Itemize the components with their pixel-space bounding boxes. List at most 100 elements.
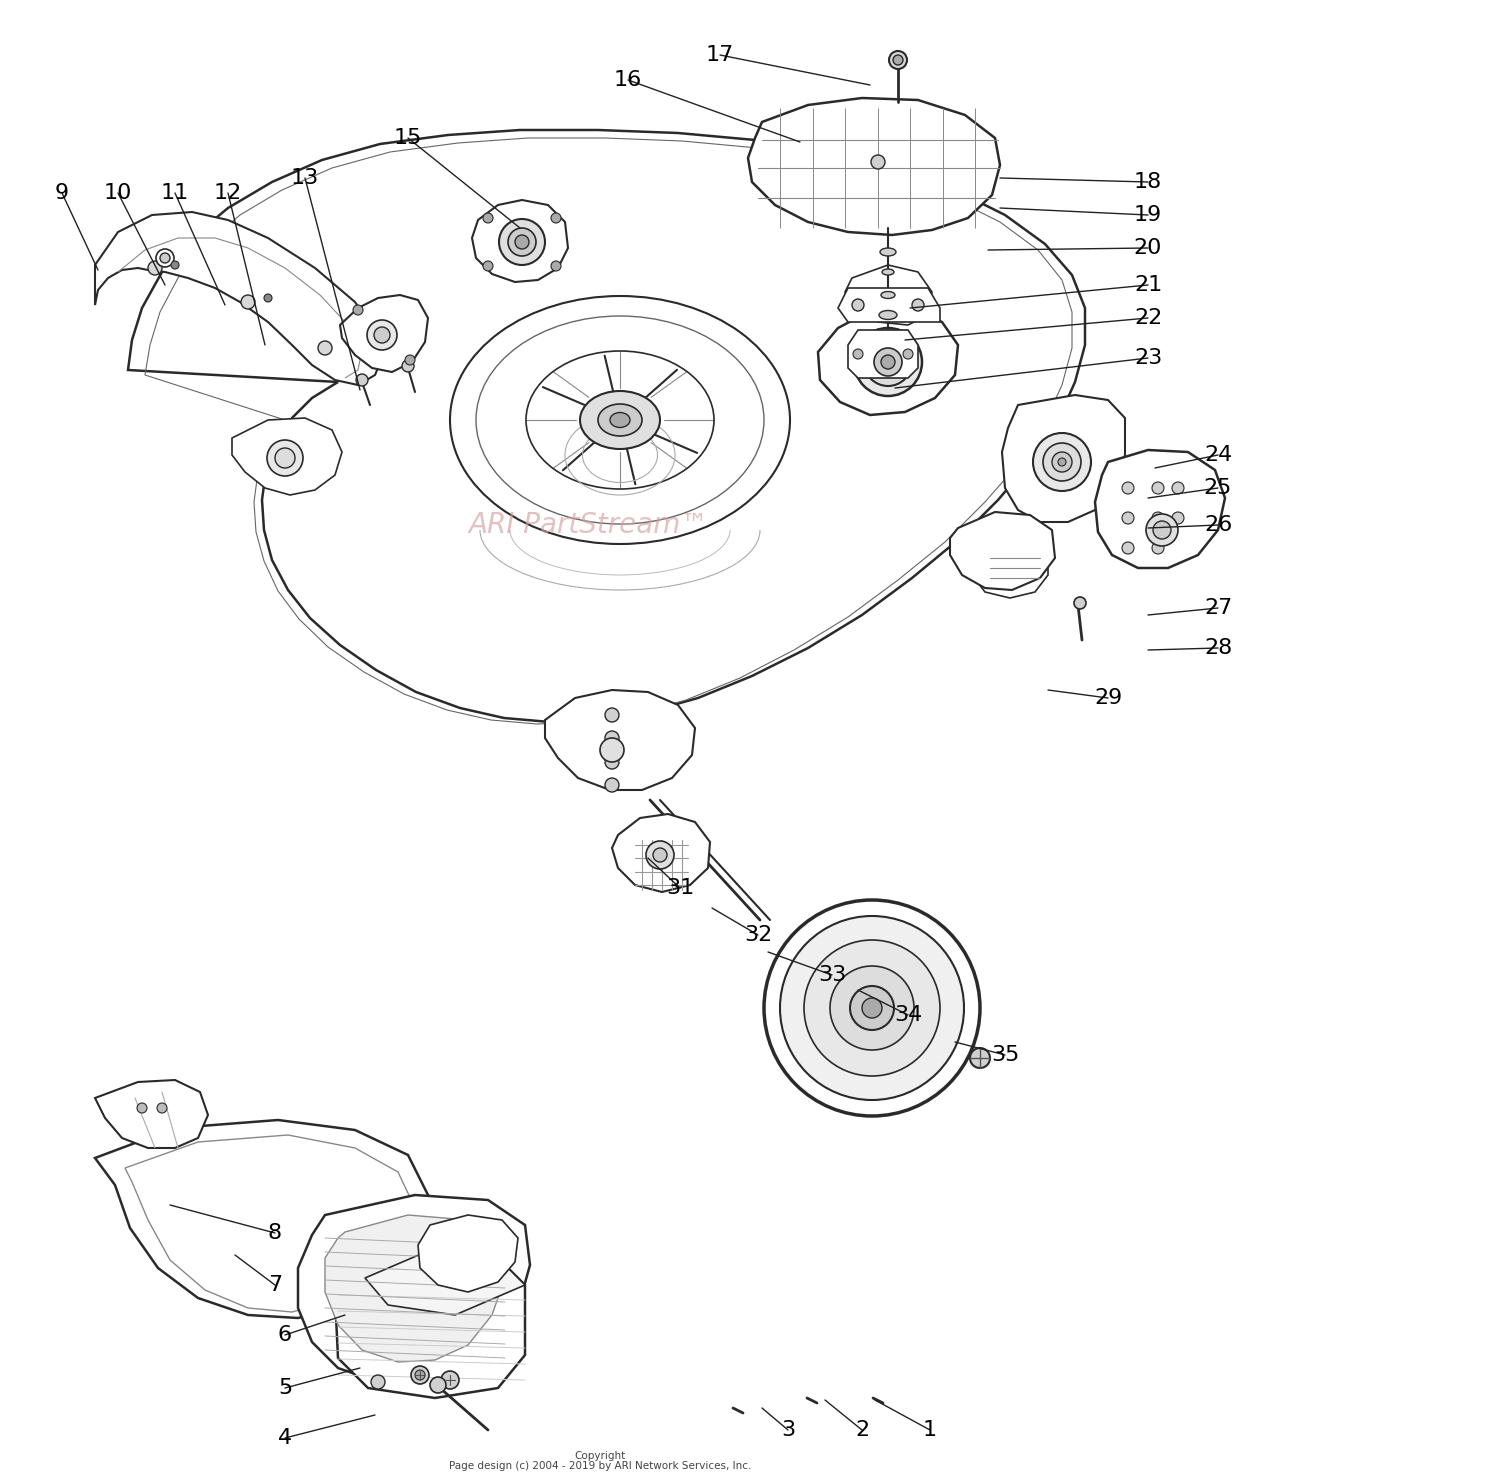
Text: 10: 10 xyxy=(104,183,132,202)
Text: 19: 19 xyxy=(1134,205,1162,225)
Polygon shape xyxy=(94,1080,208,1148)
Circle shape xyxy=(862,998,882,1018)
Text: 15: 15 xyxy=(394,129,422,148)
Text: 11: 11 xyxy=(160,183,189,202)
Ellipse shape xyxy=(509,228,536,256)
Circle shape xyxy=(352,304,363,315)
Circle shape xyxy=(411,1366,429,1383)
Circle shape xyxy=(604,777,619,792)
Polygon shape xyxy=(298,1196,530,1382)
Circle shape xyxy=(1172,511,1184,525)
Polygon shape xyxy=(334,1247,525,1398)
Circle shape xyxy=(780,916,964,1100)
Text: 1: 1 xyxy=(922,1420,938,1440)
Circle shape xyxy=(483,262,494,270)
Ellipse shape xyxy=(1058,458,1066,466)
Ellipse shape xyxy=(598,403,642,436)
Ellipse shape xyxy=(500,219,544,265)
Circle shape xyxy=(604,708,619,721)
Circle shape xyxy=(604,755,619,769)
Polygon shape xyxy=(847,330,918,378)
Circle shape xyxy=(646,841,674,869)
Circle shape xyxy=(483,213,494,223)
Polygon shape xyxy=(419,1215,518,1292)
Text: 2: 2 xyxy=(855,1420,868,1440)
Polygon shape xyxy=(950,511,1054,590)
Text: 4: 4 xyxy=(278,1428,292,1448)
Text: 20: 20 xyxy=(1134,238,1162,259)
Ellipse shape xyxy=(864,338,912,386)
Circle shape xyxy=(242,296,255,309)
Polygon shape xyxy=(839,288,940,322)
Text: 13: 13 xyxy=(291,168,320,188)
Ellipse shape xyxy=(853,328,922,396)
Polygon shape xyxy=(340,296,427,372)
Ellipse shape xyxy=(1034,433,1090,491)
Ellipse shape xyxy=(882,333,894,338)
Circle shape xyxy=(441,1372,459,1389)
Circle shape xyxy=(1152,542,1164,554)
Circle shape xyxy=(160,253,170,263)
Text: 9: 9 xyxy=(56,183,69,202)
Circle shape xyxy=(416,1370,424,1380)
Circle shape xyxy=(1074,597,1086,609)
Circle shape xyxy=(853,349,862,359)
Circle shape xyxy=(1122,511,1134,525)
Text: 3: 3 xyxy=(782,1420,795,1440)
Polygon shape xyxy=(232,418,342,495)
Ellipse shape xyxy=(882,269,894,275)
Circle shape xyxy=(892,55,903,65)
Polygon shape xyxy=(364,1247,525,1315)
Ellipse shape xyxy=(1146,514,1178,545)
Ellipse shape xyxy=(1154,522,1172,539)
Circle shape xyxy=(370,1375,386,1389)
Circle shape xyxy=(1122,542,1134,554)
Circle shape xyxy=(158,1103,166,1113)
Circle shape xyxy=(903,349,914,359)
Text: 24: 24 xyxy=(1204,445,1231,466)
Circle shape xyxy=(850,986,894,1030)
Polygon shape xyxy=(544,690,694,791)
Text: 16: 16 xyxy=(614,69,642,90)
Polygon shape xyxy=(94,1120,427,1318)
Text: 17: 17 xyxy=(706,44,734,65)
Circle shape xyxy=(764,900,980,1116)
Text: Page design (c) 2004 - 2019 by ARI Network Services, Inc.: Page design (c) 2004 - 2019 by ARI Netwo… xyxy=(448,1460,752,1471)
Text: 26: 26 xyxy=(1204,514,1231,535)
Circle shape xyxy=(368,321,398,350)
Ellipse shape xyxy=(610,412,630,427)
Ellipse shape xyxy=(514,235,529,248)
Polygon shape xyxy=(612,814,710,893)
Circle shape xyxy=(264,294,272,302)
Polygon shape xyxy=(1095,449,1226,568)
Circle shape xyxy=(830,967,914,1049)
Circle shape xyxy=(156,248,174,268)
Circle shape xyxy=(274,448,296,469)
Circle shape xyxy=(890,52,908,69)
Circle shape xyxy=(970,1048,990,1069)
Ellipse shape xyxy=(580,392,660,449)
Circle shape xyxy=(600,738,624,763)
Circle shape xyxy=(604,732,619,745)
Circle shape xyxy=(356,374,368,386)
Circle shape xyxy=(136,1103,147,1113)
Circle shape xyxy=(1122,482,1134,494)
Polygon shape xyxy=(94,211,382,384)
Circle shape xyxy=(430,1377,445,1392)
Ellipse shape xyxy=(880,248,896,256)
Circle shape xyxy=(267,440,303,476)
Text: 25: 25 xyxy=(1204,477,1231,498)
Text: 33: 33 xyxy=(818,965,846,984)
Circle shape xyxy=(374,327,390,343)
Polygon shape xyxy=(472,200,568,282)
Text: 23: 23 xyxy=(1134,347,1162,368)
Ellipse shape xyxy=(880,291,896,299)
Circle shape xyxy=(652,848,668,862)
Text: 31: 31 xyxy=(666,878,694,899)
Circle shape xyxy=(912,299,924,310)
Circle shape xyxy=(550,262,561,270)
Circle shape xyxy=(852,299,864,310)
Text: 12: 12 xyxy=(214,183,242,202)
Ellipse shape xyxy=(880,355,896,370)
Polygon shape xyxy=(1002,395,1125,522)
